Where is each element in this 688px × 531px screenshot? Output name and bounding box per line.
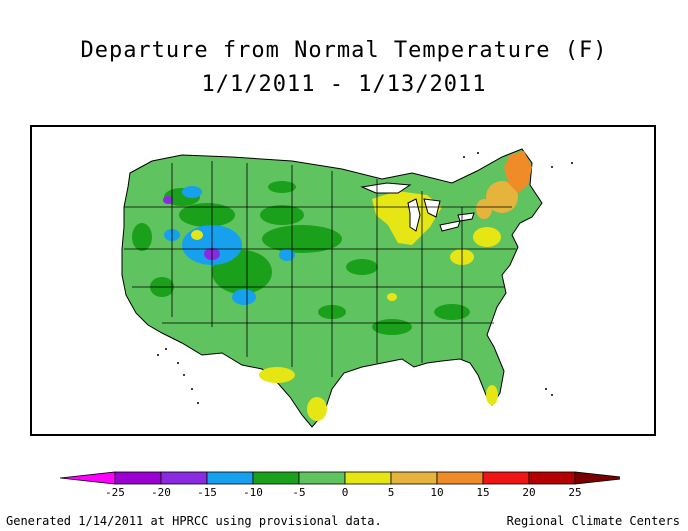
legend-swatch: [344, 471, 392, 485]
legend-below-arrow: [60, 471, 116, 485]
legend-tick-label: -25: [105, 486, 125, 499]
legend-tick-label: 25: [568, 486, 581, 499]
legend-tick-label: -5: [292, 486, 305, 499]
legend-tick-label: -20: [151, 486, 171, 499]
yellow-anomaly-patches: [191, 191, 501, 421]
color-legend: -25 -20 -15 -10 -5 0 5 10 15 20 25: [60, 471, 620, 499]
map-frame: [30, 125, 656, 436]
coastline-detail-dots: [157, 152, 573, 404]
us-temperature-map: [121, 148, 573, 428]
legend-swatch: [252, 471, 300, 485]
legend-tick-label: -15: [197, 486, 217, 499]
legend-swatch: [206, 471, 254, 485]
map-date-range: 1/1/2011 - 1/13/2011: [201, 72, 487, 97]
legend-swatch: [160, 471, 208, 485]
legend-swatch: [482, 471, 530, 485]
legend-swatch: [528, 471, 576, 485]
orange-anomaly-patches: [504, 151, 532, 193]
state-boundaries: [124, 161, 516, 377]
legend-tick-label: 0: [342, 486, 349, 499]
legend-swatch: [114, 471, 162, 485]
legend-tick-label: 15: [476, 486, 489, 499]
legend-tick-label: -10: [243, 486, 263, 499]
legend-swatch: [298, 471, 346, 485]
footer-credit: Regional Climate Centers: [506, 514, 680, 528]
legend-tick-label: 5: [388, 486, 395, 499]
legend-tick-label: 10: [430, 486, 443, 499]
legend-tick-label: 20: [522, 486, 535, 499]
footer-generated-note: Generated 1/14/2011 at HPRCC using provi…: [6, 514, 382, 528]
map-title: Departure from Normal Temperature (F): [80, 38, 608, 63]
gold-anomaly-patches: [476, 181, 518, 219]
legend-swatch: [390, 471, 438, 485]
legend-swatch: [436, 471, 484, 485]
legend-above-arrow: [574, 471, 620, 485]
